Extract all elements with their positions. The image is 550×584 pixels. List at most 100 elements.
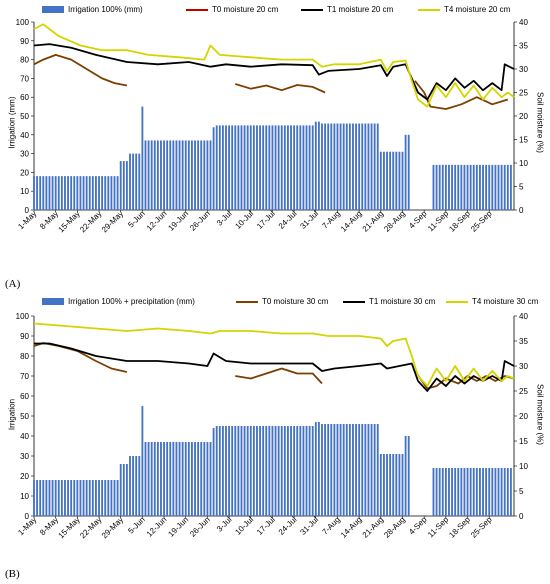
irrigation-bar [482,468,484,516]
chart-b-svg: 0 10 20 30 40 50 60 70 80 90 100 0 5 10 15 20 25 30 35 40 1-… [16,312,529,540]
irrigation-bar [200,140,203,210]
irrigation-bar [302,426,305,516]
irrigation-bar [373,424,376,516]
y-tick-label-left: 50 [20,112,29,121]
irrigation-bar [435,164,438,210]
irrigation-bar [209,442,212,516]
y-tick-label-left: 60 [20,93,29,102]
irrigation-bar [187,140,190,210]
irrigation-bar [160,442,162,516]
irrigation-bar [42,176,45,210]
irrigation-bar [150,442,153,516]
x-tick-label: 24-Jul [277,515,299,537]
irrigation-bar [228,426,231,516]
y-tick-label-left: 40 [20,131,29,140]
irrigation-bar [54,480,57,516]
irrigation-bar [395,454,398,516]
x-tick-label: 29-May [100,515,125,540]
irrigation-bar [482,164,484,210]
irrigation-bar [488,164,491,210]
irrigation-bar [506,468,509,516]
irrigation-bar [333,424,336,516]
irrigation-bar [206,140,209,210]
irrigation-bar [333,123,336,210]
irrigation-bar [125,464,128,516]
y-tick-label-left: 50 [20,412,29,421]
irrigation-bar [36,176,39,210]
irrigation-bar [383,151,385,210]
irrigation-bar [129,456,131,516]
irrigation-bar [119,464,122,516]
irrigation-bar [88,176,91,210]
irrigation-bar [466,164,469,210]
irrigation-bar [163,442,165,516]
irrigation-bar [336,123,339,210]
irrigation-bar [268,125,271,210]
irrigation-bar [358,424,361,516]
irrigation-bar [373,123,376,210]
y-tick-label-left: 100 [16,18,30,27]
irrigation-bar [212,127,215,210]
irrigation-bar [88,480,91,516]
irrigation-bar [197,140,200,210]
irrigation-bar [485,164,488,210]
irrigation-bar [129,153,131,210]
irrigation-bar [113,480,116,516]
irrigation-bar [277,125,280,210]
irrigation-bar [305,125,308,210]
irrigation-bar [79,480,82,516]
irrigation-bar [287,125,289,210]
irrigation-bar [194,140,196,210]
x-tick-label: 12-Jun [145,515,169,539]
y-tick-label-left: 30 [20,452,29,461]
irrigation-bar [485,468,488,516]
irrigation-bar [221,426,224,516]
irrigation-bar [311,125,314,210]
x-tick-label: 22-May [78,209,103,234]
irrigation-bar [287,426,289,516]
irrigation-bar [355,123,357,210]
irrigation-bar [277,426,280,516]
y-tick-label-left: 0 [25,206,30,215]
x-tick-label: 24-Jul [277,209,299,231]
x-tick-label: 25-Sep [469,209,494,234]
irrigation-bar [138,456,141,516]
x-tick-label: 1-May [16,209,38,231]
irrigation-bar [95,480,97,516]
x-tick-label: 28-Aug [382,209,407,234]
irrigation-bar [98,176,100,210]
irrigation-bar [166,442,169,516]
irrigation-bar [98,480,100,516]
irrigation-bar [268,426,271,516]
irrigation-bar [60,480,63,516]
y-tick-label-left: 20 [20,168,29,177]
y-tick-label-right: 35 [519,42,528,51]
irrigation-bar [228,125,231,210]
irrigation-bar [392,151,395,210]
irrigation-bar [491,468,494,516]
irrigation-bar [389,151,392,210]
irrigation-bar [240,125,243,210]
legend-item-irrigation: Irrigation 100% (mm) [42,5,143,14]
legend-a: Irrigation 100% (mm) T0 moisture 20 cm T… [38,5,538,19]
irrigation-bar [221,125,224,210]
irrigation-bar [321,123,323,210]
irrigation-bar [500,164,503,210]
y-tick-label-right: 15 [519,437,528,446]
x-tick-label: 18-Sep [447,209,472,234]
irrigation-bar [194,442,196,516]
irrigation-bar [293,426,296,516]
irrigation-bar [85,480,88,516]
irrigation-bar [48,176,51,210]
irrigation-bar [33,480,35,516]
irrigation-bar [494,468,497,516]
irrigation-bar [259,125,261,210]
irrigation-bar [475,164,478,210]
irrigation-bar [441,468,444,516]
legend-label: T0 moisture 20 cm [212,5,279,14]
irrigation-bar [243,125,246,210]
x-tick-label: 29-May [100,209,125,234]
irrigation-bar [91,176,94,210]
irrigation-bar [451,468,453,516]
irrigation-bar [163,140,165,210]
